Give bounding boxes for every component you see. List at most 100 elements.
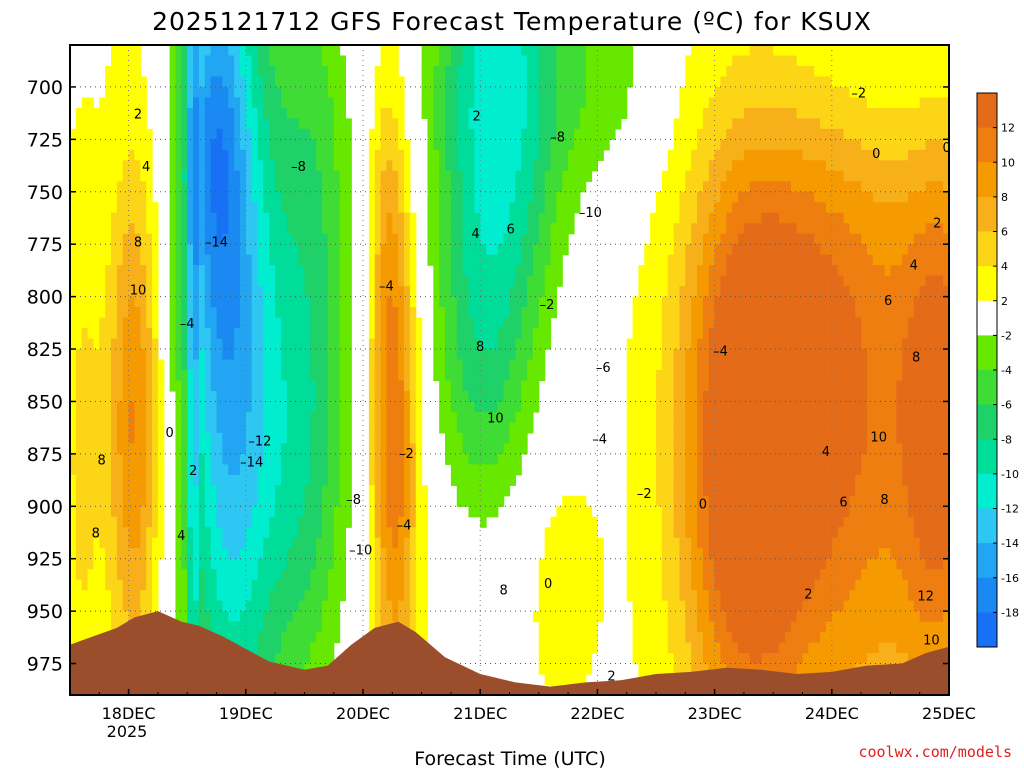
temperature-cell	[814, 160, 821, 172]
temperature-cell	[468, 202, 475, 214]
temperature-cell	[878, 317, 886, 329]
temperature-cell	[169, 296, 177, 308]
temperature-cell	[134, 97, 141, 109]
temperature-cell	[808, 244, 815, 256]
temperature-cell	[872, 76, 880, 88]
temperature-cell	[75, 149, 83, 161]
temperature-cell	[884, 191, 891, 203]
temperature-cell	[902, 254, 909, 266]
temperature-cell	[204, 307, 212, 319]
temperature-cell	[99, 202, 106, 214]
temperature-cell	[128, 55, 136, 67]
temperature-cell	[380, 265, 388, 277]
temperature-cell	[116, 307, 124, 319]
temperature-cell	[169, 191, 177, 203]
temperature-cell	[538, 244, 546, 256]
temperature-cell	[456, 118, 464, 130]
temperature-cell	[140, 181, 147, 193]
temperature-cell	[497, 55, 505, 67]
temperature-cell	[720, 118, 727, 130]
temperature-cell	[99, 191, 106, 203]
temperature-cell	[802, 390, 809, 403]
temperature-cell	[93, 233, 100, 245]
temperature-cell	[93, 149, 100, 161]
temperature-cell	[556, 76, 563, 88]
temperature-cell	[386, 76, 393, 88]
temperature-cell	[837, 202, 845, 214]
temperature-cell	[187, 359, 194, 371]
temperature-cell	[521, 45, 528, 57]
temperature-cell	[720, 338, 727, 350]
temperature-cell	[239, 128, 247, 140]
temperature-cell	[316, 170, 323, 182]
temperature-cell	[773, 55, 780, 67]
temperature-cell	[398, 170, 405, 182]
temperature-cell	[269, 118, 276, 130]
temperature-cell	[310, 202, 317, 214]
temperature-cell	[890, 76, 897, 88]
temperature-cell	[849, 359, 856, 371]
temperature-cell	[550, 307, 557, 319]
temperature-cell	[327, 317, 335, 329]
temperature-cell	[169, 118, 177, 130]
temperature-cell	[919, 86, 927, 99]
temperature-cell	[784, 349, 792, 361]
temperature-cell	[321, 307, 329, 319]
temperature-cell	[738, 212, 745, 224]
temperature-cell	[263, 401, 270, 413]
temperature-cell	[790, 160, 798, 172]
temperature-cell	[81, 359, 89, 371]
temperature-cell	[902, 107, 909, 119]
temperature-cell	[140, 307, 147, 319]
temperature-cell	[814, 338, 821, 350]
temperature-cell	[280, 432, 288, 444]
temperature-cell	[392, 390, 399, 403]
temperature-cell	[456, 65, 464, 78]
temperature-cell	[679, 328, 686, 340]
temperature-cell	[327, 296, 335, 308]
temperature-cell	[656, 370, 663, 382]
temperature-cell	[380, 139, 388, 151]
temperature-cell	[855, 275, 862, 287]
temperature-cell	[298, 202, 305, 214]
temperature-cell	[292, 212, 300, 224]
temperature-cell	[890, 86, 897, 99]
temperature-cell	[280, 380, 288, 392]
temperature-cell	[784, 328, 792, 340]
temperature-cell	[779, 76, 786, 88]
temperature-cell	[802, 370, 809, 382]
temperature-cell	[685, 139, 692, 151]
temperature-cell	[773, 202, 780, 214]
temperature-cell	[515, 254, 522, 266]
temperature-cell	[175, 380, 182, 392]
temperature-cell	[421, 86, 429, 99]
temperature-cell	[292, 370, 300, 382]
temperature-cell	[146, 254, 153, 266]
temperature-cell	[773, 212, 780, 224]
temperature-cell	[714, 286, 722, 298]
temperature-cell	[140, 338, 147, 350]
temperature-cell	[304, 76, 311, 88]
temperature-cell	[937, 286, 944, 298]
temperature-cell	[808, 254, 815, 266]
temperature-cell	[538, 118, 546, 130]
temperature-cell	[726, 411, 733, 424]
temperature-cell	[738, 370, 745, 382]
temperature-cell	[732, 422, 739, 434]
temperature-cell	[609, 128, 616, 140]
temperature-cell	[925, 97, 933, 109]
temperature-cell	[310, 254, 317, 266]
temperature-cell	[943, 160, 949, 172]
temperature-cell	[907, 286, 915, 298]
temperature-cell	[714, 307, 722, 319]
temperature-cell	[673, 139, 681, 151]
temperature-cell	[509, 390, 516, 403]
temperature-cell	[784, 97, 792, 109]
temperature-cell	[280, 233, 288, 245]
temperature-cell	[925, 181, 933, 193]
temperature-cell	[234, 233, 241, 245]
temperature-cell	[790, 118, 798, 130]
temperature-cell	[497, 401, 505, 413]
temperature-cell	[87, 370, 95, 382]
temperature-cell	[310, 118, 317, 130]
